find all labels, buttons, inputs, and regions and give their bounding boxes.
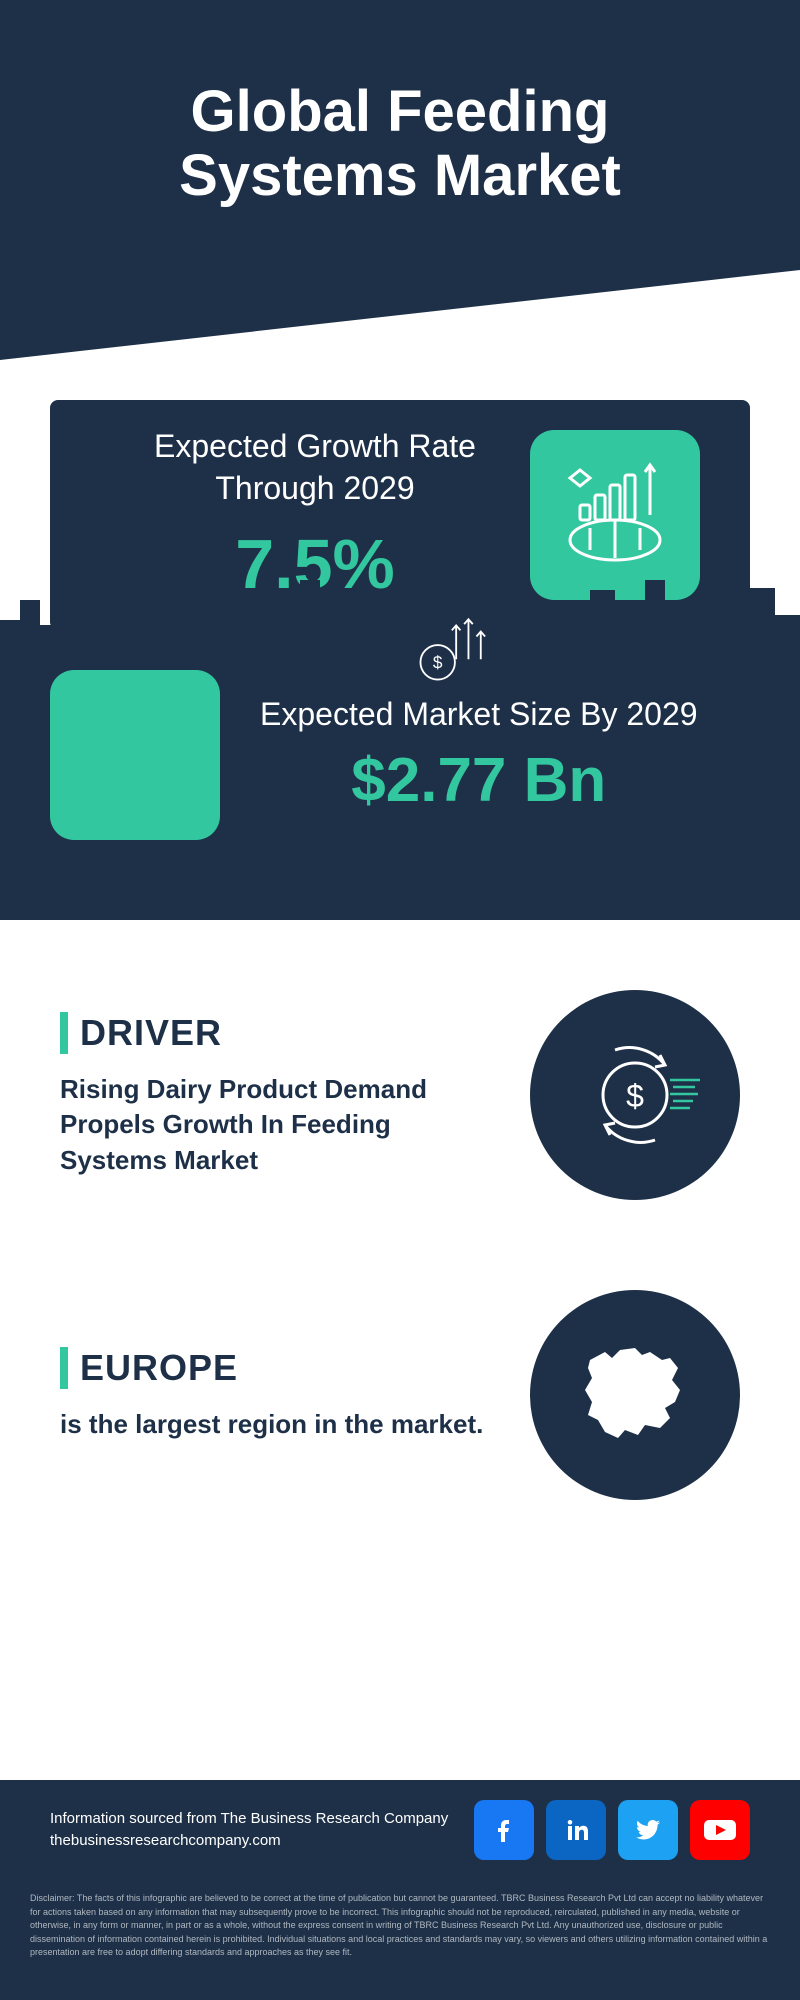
svg-text:$: $ xyxy=(433,652,443,672)
region-description: is the largest region in the market. xyxy=(60,1407,500,1442)
footer-bar: Information sourced from The Business Re… xyxy=(0,1780,800,1880)
disclaimer-text: Disclaimer: The facts of this infographi… xyxy=(0,1880,800,2000)
market-label: Expected Market Size By 2029 xyxy=(260,694,698,736)
market-size-panel: $ Expected Market Size By 2029 $2.77 Bn xyxy=(0,630,800,920)
market-text-block: Expected Market Size By 2029 $2.77 Bn xyxy=(260,694,698,817)
market-value: $2.77 Bn xyxy=(260,745,698,816)
page-title: Global Feeding Systems Market xyxy=(0,80,800,208)
facebook-icon[interactable] xyxy=(474,1800,534,1860)
footer-line1: Information sourced from The Business Re… xyxy=(50,1808,448,1831)
region-title: EUROPE xyxy=(60,1347,500,1389)
youtube-icon[interactable] xyxy=(690,1800,750,1860)
twitter-icon[interactable] xyxy=(618,1800,678,1860)
footer-attribution: Information sourced from The Business Re… xyxy=(50,1808,448,1853)
driver-circle-icon: $ xyxy=(530,990,740,1200)
social-links xyxy=(474,1800,750,1860)
driver-description: Rising Dairy Product Demand Propels Grow… xyxy=(60,1072,500,1177)
driver-title: DRIVER xyxy=(60,1012,500,1054)
growth-label: Expected Growth Rate Through 2029 xyxy=(100,426,530,509)
driver-block: DRIVER Rising Dairy Product Demand Prope… xyxy=(60,990,740,1200)
footer-line2: thebusinessresearchcompany.com xyxy=(50,1830,448,1853)
svg-text:$: $ xyxy=(626,1078,644,1114)
region-block: EUROPE is the largest region in the mark… xyxy=(60,1290,740,1500)
linkedin-icon[interactable] xyxy=(546,1800,606,1860)
market-dollar-icon: $ xyxy=(50,670,220,840)
region-map-icon xyxy=(530,1290,740,1500)
